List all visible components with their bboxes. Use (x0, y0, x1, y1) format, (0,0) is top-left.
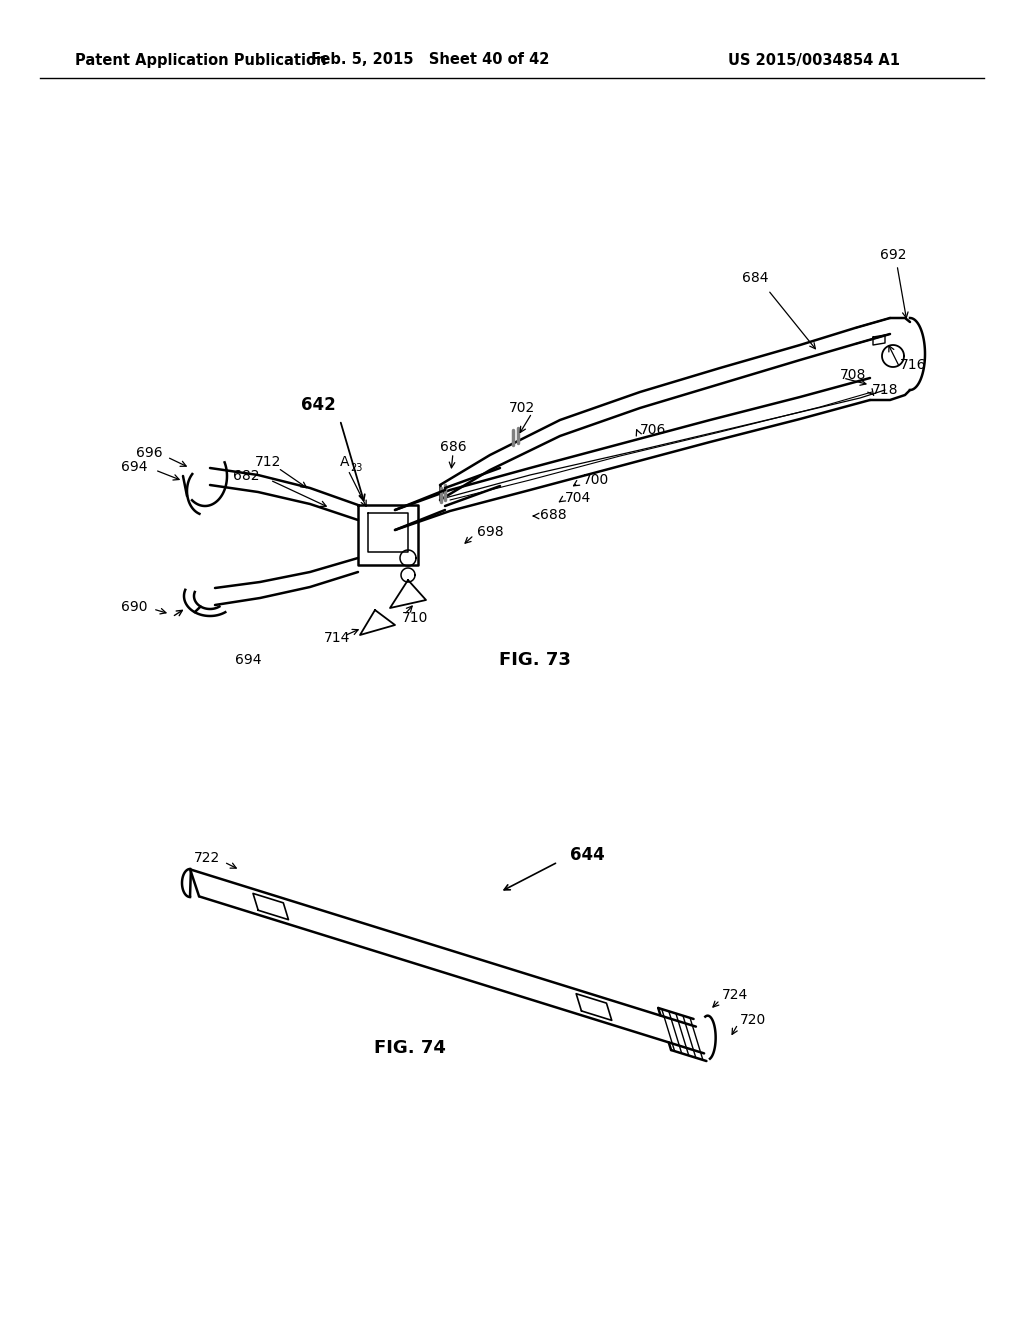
Text: 706: 706 (640, 422, 667, 437)
Text: 644: 644 (570, 846, 605, 865)
Text: 712: 712 (255, 455, 282, 469)
Text: 714: 714 (324, 631, 350, 645)
Text: 682: 682 (233, 469, 260, 483)
Text: 642: 642 (301, 396, 336, 414)
Text: 696: 696 (136, 446, 163, 459)
Text: Feb. 5, 2015   Sheet 40 of 42: Feb. 5, 2015 Sheet 40 of 42 (311, 53, 549, 67)
Text: 692: 692 (880, 248, 906, 261)
Text: 23: 23 (350, 463, 362, 473)
Text: 724: 724 (722, 987, 749, 1002)
Text: 688: 688 (540, 508, 566, 521)
Text: A: A (340, 455, 349, 469)
Text: 700: 700 (583, 473, 609, 487)
Text: FIG. 74: FIG. 74 (374, 1039, 445, 1057)
Text: US 2015/0034854 A1: US 2015/0034854 A1 (728, 53, 900, 67)
Text: 684: 684 (741, 271, 768, 285)
Text: Patent Application Publication: Patent Application Publication (75, 53, 327, 67)
Text: FIG. 73: FIG. 73 (499, 651, 571, 669)
Text: 718: 718 (872, 383, 898, 397)
Text: 686: 686 (439, 440, 466, 454)
Text: 720: 720 (740, 1012, 766, 1027)
Text: 708: 708 (840, 368, 866, 381)
Text: 698: 698 (477, 525, 504, 539)
Text: 690: 690 (122, 601, 148, 614)
Text: 694: 694 (234, 653, 261, 667)
Text: 704: 704 (565, 491, 591, 506)
Text: 702: 702 (509, 401, 535, 414)
Text: 710: 710 (402, 611, 428, 624)
Text: 722: 722 (194, 851, 220, 865)
Text: 716: 716 (900, 358, 927, 372)
Text: 694: 694 (122, 459, 148, 474)
